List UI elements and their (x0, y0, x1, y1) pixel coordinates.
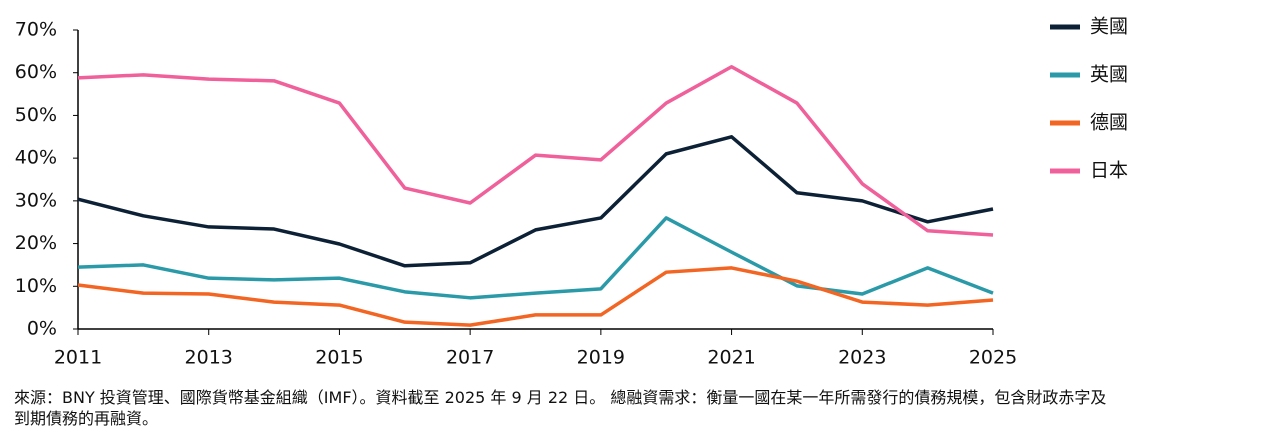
series-line (77, 135, 994, 268)
x-tick-label: 2023 (838, 347, 886, 369)
x-tick-label: 2025 (969, 347, 1017, 369)
legend-label: 英國 (1090, 64, 1128, 86)
y-tick-label: 70% (15, 19, 57, 41)
x-tick-label: 2021 (707, 347, 755, 369)
source-note: 來源：BNY 投資管理、國際貨幣基金組織（IMF）。資料截至 2025 年 9 … (14, 388, 1107, 428)
series-line (77, 216, 994, 300)
y-tick-label: 40% (15, 147, 57, 169)
legend-label: 日本 (1090, 160, 1128, 182)
y-tick-label: 60% (15, 61, 57, 83)
y-tick-label: 50% (15, 104, 57, 126)
x-tick-label: 2015 (315, 347, 363, 369)
x-tick-label: 2013 (185, 347, 233, 369)
x-tick-label: 2019 (577, 347, 625, 369)
y-tick-label: 10% (15, 275, 57, 297)
y-tick-label: 20% (15, 232, 57, 254)
series-line (77, 266, 994, 327)
x-tick-label: 2011 (54, 347, 102, 369)
chart: 0% 10% 20% 30% 40% 50% 60% 70% 2011 2013 2015 2017 2… (15, 16, 1128, 369)
x-tick-label: 2017 (446, 347, 494, 369)
legend-label: 美國 (1090, 16, 1128, 38)
series-line (77, 64, 994, 237)
y-tick-label: 0% (27, 318, 57, 340)
legend-label: 德國 (1090, 112, 1128, 134)
y-tick-label: 30% (15, 189, 57, 211)
